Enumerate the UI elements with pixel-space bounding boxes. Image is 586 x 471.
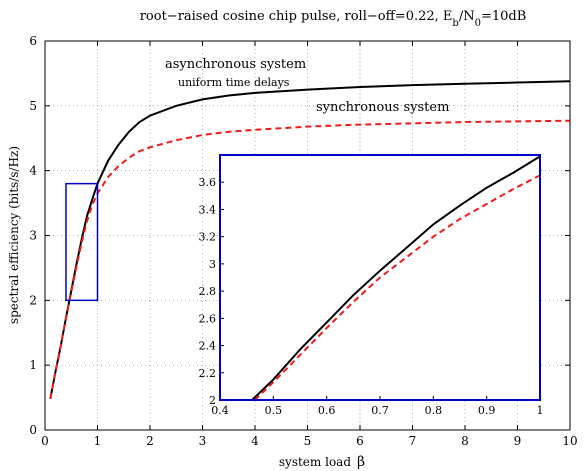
x-tick-label: 4: [251, 434, 259, 448]
y-tick-label: 3: [29, 229, 37, 243]
x-tick-label: 3: [199, 434, 207, 448]
inset-y-tick-label: 3.4: [199, 203, 217, 216]
annotation-async-sub: uniform time delays: [178, 76, 290, 89]
inset-line-asynchronous: [251, 155, 541, 401]
x-tick-label: 10: [562, 434, 577, 448]
zoom-box: [65, 182, 99, 302]
inset-y-tick-label: 2.2: [199, 367, 217, 380]
inset-y-tick-label: 2.8: [199, 285, 217, 298]
inset-x-tick-label: 0.5: [265, 404, 283, 417]
chart-title: root−raised cosine chip pulse, roll−off=…: [140, 9, 527, 29]
y-tick-label: 1: [29, 358, 37, 372]
x-tick-label: 1: [94, 434, 102, 448]
inset-frame: [219, 154, 541, 401]
inset-curves: [251, 155, 541, 401]
inset-x-tick-label: 1: [537, 404, 544, 417]
inset-y-tick-label: 2: [209, 394, 216, 407]
inset-y-tick-label: 2.6: [199, 312, 217, 325]
inset-x-tick-label: 0.9: [478, 404, 496, 417]
inset-line-synchronous: [254, 174, 541, 401]
x-tick-label: 6: [356, 434, 364, 448]
y-tick-label: 5: [29, 99, 37, 113]
inset-y-tick-label: 3.6: [199, 176, 217, 189]
x-tick-label: 8: [461, 434, 469, 448]
x-tick-label: 7: [409, 434, 417, 448]
inset-x-tick-label: 0.7: [371, 404, 389, 417]
inset-y-tick-label: 3: [209, 258, 216, 271]
x-tick-label: 5: [304, 434, 312, 448]
inset-x-tick-label: 0.6: [318, 404, 336, 417]
x-tick-label: 0: [41, 434, 49, 448]
main-ticks: 0 1 2 3 4 5 6 7 8 9 10 0 1 2 3 4 5 6: [29, 34, 577, 448]
inset-y-tick-label: 2.4: [199, 340, 217, 353]
y-axis-label: spectral efficiency (bits/s/Hz): [7, 146, 21, 324]
y-tick-label: 6: [29, 34, 37, 48]
y-tick-label: 0: [29, 423, 37, 437]
inset-x-tick-label: 0.8: [425, 404, 443, 417]
series-line-synchronous: [49, 119, 571, 400]
inset-plot: 0.4 0.5 0.6 0.7 0.8 0.9 1 2 2.2 2.4 2.6 2.8 3 3.2 3.4 3…: [199, 154, 544, 417]
y-tick-label: 4: [29, 164, 37, 178]
x-tick-label: 9: [514, 434, 522, 448]
main-curves: [49, 80, 571, 400]
annotation-async: asynchronous system: [165, 57, 306, 72]
annotation-sync: synchronous system: [316, 100, 449, 115]
inset-y-tick-label: 3.2: [199, 231, 217, 244]
x-tick-label: 2: [146, 434, 154, 448]
x-axis-label: system load β: [279, 454, 365, 470]
y-tick-label: 2: [29, 293, 37, 307]
inset-x-tick-label: 0.4: [211, 404, 229, 417]
inset-ticks: 0.4 0.5 0.6 0.7 0.8 0.9 1 2 2.2 2.4 2.6 2.8 3 3.2 3.4 3…: [199, 176, 544, 417]
